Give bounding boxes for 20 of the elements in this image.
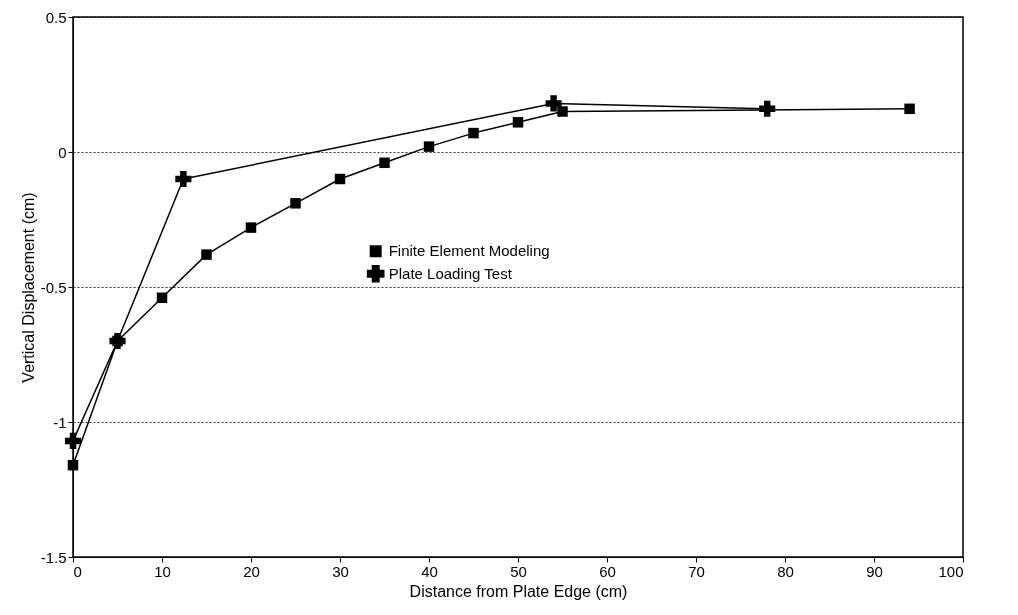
x-tick-label: 50 [510,562,527,580]
x-tick-label: 90 [866,562,883,580]
x-tick-label: 70 [688,562,705,580]
x-tick-label: 30 [332,562,349,580]
x-tick-label: 60 [599,562,616,580]
x-tick-label: 40 [421,562,438,580]
x-tick-label: 10 [154,562,171,580]
x-axis-title: Distance from Plate Edge (cm) [409,582,628,600]
x-tick-label: 80 [777,562,794,580]
x-tick-label: 20 [243,562,260,580]
y-tick-label: -1.5 [40,548,67,566]
x-tick-label: 0 [73,562,82,580]
legend-label: Finite Element Modeling [388,242,550,260]
y-tick-label: 0 [58,143,67,161]
x-tick-label: 100 [938,562,964,580]
legend-label: Plate Loading Test [388,264,513,282]
y-tick-label: -0.5 [40,278,67,296]
y-tick-label: -1 [53,413,67,431]
y-tick-label: 0.5 [45,8,67,26]
y-axis-title: Vertical Displacement (cm) [19,192,37,383]
